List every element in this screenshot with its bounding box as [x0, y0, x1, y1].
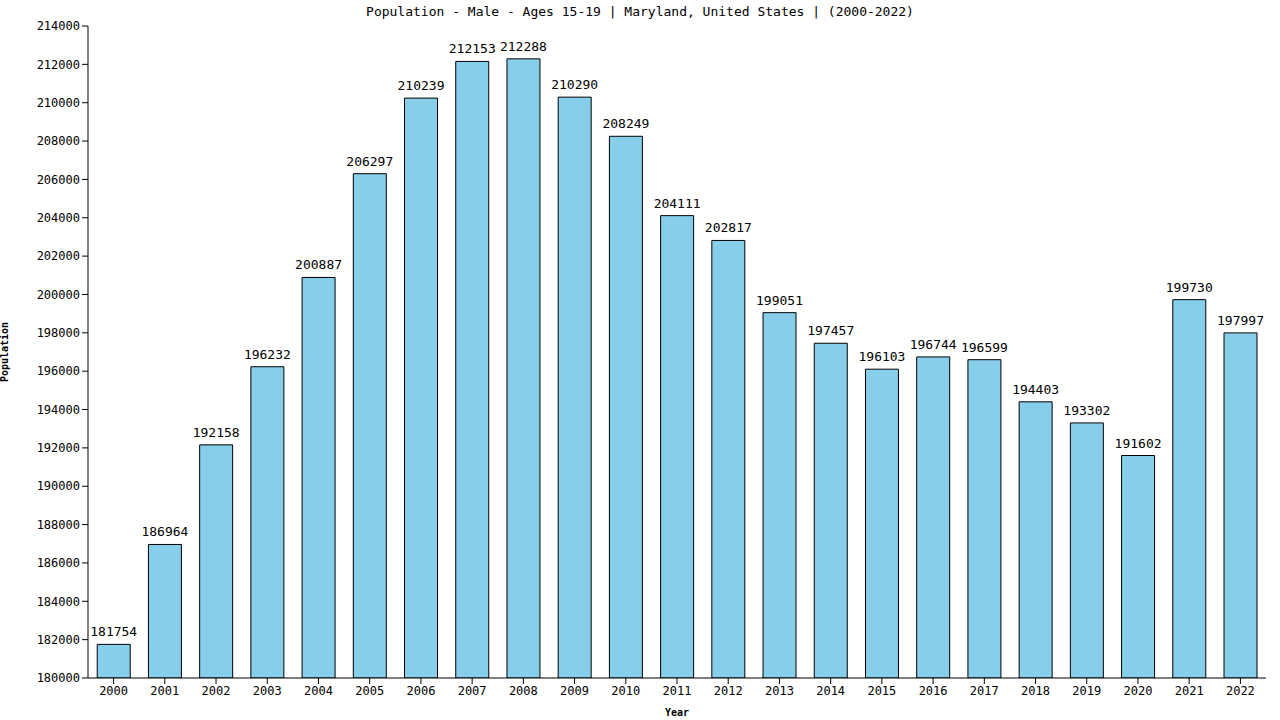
svg-text:2016: 2016: [919, 684, 948, 698]
svg-text:206000: 206000: [37, 173, 80, 187]
svg-text:180000: 180000: [37, 671, 80, 685]
svg-text:199730: 199730: [1166, 280, 1213, 295]
svg-text:2003: 2003: [253, 684, 282, 698]
svg-text:197997: 197997: [1217, 313, 1264, 328]
svg-text:191602: 191602: [1115, 436, 1162, 451]
svg-text:2014: 2014: [816, 684, 845, 698]
svg-text:196744: 196744: [910, 337, 957, 352]
svg-text:198000: 198000: [37, 326, 80, 340]
svg-text:210000: 210000: [37, 96, 80, 110]
svg-text:2021: 2021: [1175, 684, 1204, 698]
svg-text:197457: 197457: [807, 323, 854, 338]
svg-text:Population: Population: [8, 322, 10, 382]
svg-text:206297: 206297: [346, 154, 393, 169]
svg-text:208249: 208249: [602, 116, 649, 131]
svg-text:208000: 208000: [37, 134, 80, 148]
svg-text:2002: 2002: [202, 684, 231, 698]
svg-text:2005: 2005: [355, 684, 384, 698]
svg-text:2004: 2004: [304, 684, 333, 698]
svg-text:2011: 2011: [663, 684, 692, 698]
svg-text:202000: 202000: [37, 249, 80, 263]
svg-text:2020: 2020: [1124, 684, 1153, 698]
svg-text:202817: 202817: [705, 220, 752, 235]
svg-text:210239: 210239: [398, 78, 445, 93]
svg-text:2022: 2022: [1226, 684, 1255, 698]
svg-text:2006: 2006: [406, 684, 435, 698]
svg-text:194403: 194403: [1012, 382, 1059, 397]
svg-text:190000: 190000: [37, 479, 80, 493]
svg-text:192000: 192000: [37, 441, 80, 455]
svg-text:204000: 204000: [37, 211, 80, 225]
svg-text:214000: 214000: [37, 19, 80, 33]
svg-text:200887: 200887: [295, 257, 342, 272]
svg-text:188000: 188000: [37, 518, 80, 532]
svg-text:212000: 212000: [37, 58, 80, 72]
svg-text:194000: 194000: [37, 403, 80, 417]
svg-text:Year: Year: [665, 707, 689, 718]
svg-text:192158: 192158: [193, 425, 240, 440]
svg-text:196232: 196232: [244, 347, 291, 362]
svg-text:186000: 186000: [37, 556, 80, 570]
svg-text:2000: 2000: [99, 684, 128, 698]
svg-text:2012: 2012: [714, 684, 743, 698]
svg-text:182000: 182000: [37, 633, 80, 647]
svg-text:2017: 2017: [970, 684, 999, 698]
svg-text:196103: 196103: [858, 349, 905, 364]
svg-text:186964: 186964: [141, 524, 188, 539]
svg-text:2009: 2009: [560, 684, 589, 698]
svg-text:193302: 193302: [1063, 403, 1110, 418]
svg-text:2007: 2007: [458, 684, 487, 698]
svg-text:196599: 196599: [961, 340, 1008, 355]
svg-text:199051: 199051: [756, 293, 803, 308]
svg-text:2019: 2019: [1072, 684, 1101, 698]
svg-text:184000: 184000: [37, 595, 80, 609]
svg-text:2015: 2015: [867, 684, 896, 698]
svg-text:212288: 212288: [500, 39, 547, 54]
svg-text:210290: 210290: [551, 77, 598, 92]
svg-text:204111: 204111: [654, 196, 701, 211]
svg-text:2018: 2018: [1021, 684, 1050, 698]
svg-text:2008: 2008: [509, 684, 538, 698]
svg-text:2010: 2010: [611, 684, 640, 698]
svg-text:200000: 200000: [37, 288, 80, 302]
svg-text:196000: 196000: [37, 364, 80, 378]
svg-text:181754: 181754: [90, 624, 137, 639]
svg-text:212153: 212153: [449, 41, 496, 56]
svg-text:2013: 2013: [765, 684, 794, 698]
svg-text:2001: 2001: [150, 684, 179, 698]
html-text:Population - Male - Ages 15-19: Population - Male - Ages 15-19 | Marylan…: [366, 4, 914, 19]
